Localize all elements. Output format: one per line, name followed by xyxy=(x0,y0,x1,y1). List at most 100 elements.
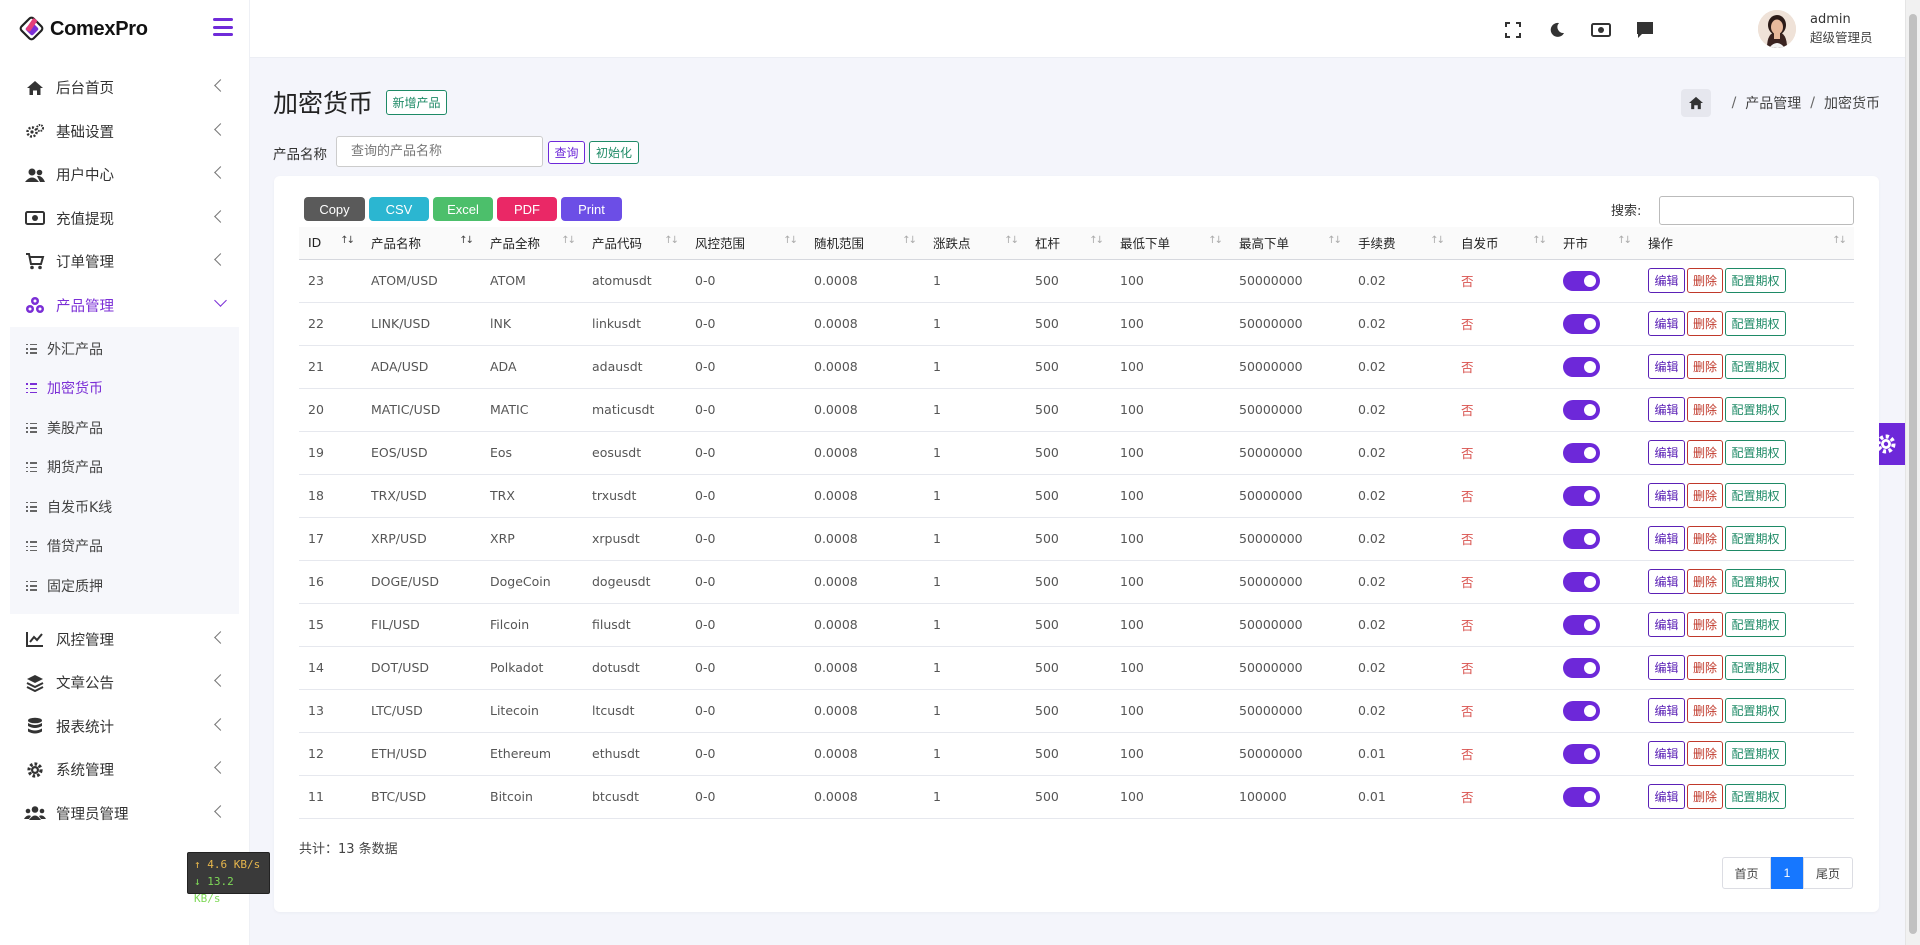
delete-button[interactable]: 删除 xyxy=(1687,569,1723,594)
sidebar-subitem-futures[interactable]: 期货产品 xyxy=(10,448,239,488)
sidebar-item-home[interactable]: 后台首页 xyxy=(10,66,239,110)
pdf-button[interactable]: PDF xyxy=(497,197,557,221)
open-market-toggle[interactable] xyxy=(1563,786,1600,807)
configure-options-button[interactable]: 配置期权 xyxy=(1725,612,1786,637)
delete-button[interactable]: 删除 xyxy=(1687,784,1723,809)
open-market-toggle[interactable] xyxy=(1563,485,1600,506)
page-scrollbar[interactable] xyxy=(1905,0,1920,945)
open-market-toggle[interactable] xyxy=(1563,442,1600,463)
open-market-toggle[interactable] xyxy=(1563,313,1600,334)
first-page-button[interactable]: 首页 xyxy=(1722,857,1771,889)
sidebar-item-products[interactable]: 产品管理 xyxy=(10,284,239,328)
open-market-toggle[interactable] xyxy=(1563,356,1600,377)
column-header[interactable]: 杠杆 ↑↓ xyxy=(1026,227,1111,260)
dark-mode-moon-icon[interactable] xyxy=(1547,20,1567,40)
sidebar-item-system[interactable]: 系统管理 xyxy=(10,748,239,792)
column-header[interactable]: 开市 ↑↓ xyxy=(1554,227,1639,260)
column-header[interactable]: 手续费 ↑↓ xyxy=(1349,227,1452,260)
configure-options-button[interactable]: 配置期权 xyxy=(1725,784,1786,809)
delete-button[interactable]: 删除 xyxy=(1687,397,1723,422)
money-bill-icon[interactable] xyxy=(1591,20,1611,40)
message-icon[interactable] xyxy=(1635,20,1655,40)
column-header[interactable]: 随机范围 ↑↓ xyxy=(805,227,924,260)
delete-button[interactable]: 删除 xyxy=(1687,483,1723,508)
current-page-button[interactable]: 1 xyxy=(1771,857,1803,889)
edit-button[interactable]: 编辑 xyxy=(1648,612,1685,637)
column-header[interactable]: 操作 ↑↓ xyxy=(1639,227,1854,260)
configure-options-button[interactable]: 配置期权 xyxy=(1725,268,1786,293)
sidebar-subitem-staking[interactable]: 固定质押 xyxy=(10,566,239,606)
edit-button[interactable]: 编辑 xyxy=(1648,311,1685,336)
sidebar-item-user-center[interactable]: 用户中心 xyxy=(10,153,239,197)
column-header[interactable]: 自发币 ↑↓ xyxy=(1452,227,1554,260)
delete-button[interactable]: 删除 xyxy=(1687,741,1723,766)
sidebar-subitem-crypto[interactable]: 加密货币 xyxy=(10,369,239,409)
configure-options-button[interactable]: 配置期权 xyxy=(1725,440,1786,465)
breadcrumb-home[interactable] xyxy=(1680,89,1711,117)
configure-options-button[interactable]: 配置期权 xyxy=(1725,655,1786,680)
csv-button[interactable]: CSV xyxy=(369,197,429,221)
sidebar-item-basic-settings[interactable]: 基础设置 xyxy=(10,110,239,154)
configure-options-button[interactable]: 配置期权 xyxy=(1725,526,1786,551)
edit-button[interactable]: 编辑 xyxy=(1648,483,1685,508)
edit-button[interactable]: 编辑 xyxy=(1648,526,1685,551)
column-header[interactable]: 最低下单 ↑↓ xyxy=(1111,227,1230,260)
query-button[interactable]: 查询 xyxy=(548,141,585,164)
open-market-toggle[interactable] xyxy=(1563,528,1600,549)
edit-button[interactable]: 编辑 xyxy=(1648,655,1685,680)
sidebar-item-recharge[interactable]: 充值提现 xyxy=(10,197,239,241)
open-market-toggle[interactable] xyxy=(1563,614,1600,635)
menu-toggle-button[interactable] xyxy=(213,18,233,36)
sidebar-subitem-self-coin-kline[interactable]: 自发币K线 xyxy=(10,487,239,527)
edit-button[interactable]: 编辑 xyxy=(1648,698,1685,723)
delete-button[interactable]: 删除 xyxy=(1687,612,1723,637)
sidebar-subitem-forex[interactable]: 外汇产品 xyxy=(10,329,239,369)
table-search-input[interactable] xyxy=(1659,196,1854,225)
sidebar-item-articles[interactable]: 文章公告 xyxy=(10,661,239,705)
sidebar-subitem-loans[interactable]: 借贷产品 xyxy=(10,527,239,567)
open-market-toggle[interactable] xyxy=(1563,700,1600,721)
open-market-toggle[interactable] xyxy=(1563,657,1600,678)
add-product-button[interactable]: 新增产品 xyxy=(386,90,447,115)
delete-button[interactable]: 删除 xyxy=(1687,698,1723,723)
edit-button[interactable]: 编辑 xyxy=(1648,354,1685,379)
sidebar-item-reports[interactable]: 报表统计 xyxy=(10,705,239,749)
edit-button[interactable]: 编辑 xyxy=(1648,741,1685,766)
configure-options-button[interactable]: 配置期权 xyxy=(1725,311,1786,336)
excel-button[interactable]: Excel xyxy=(433,197,493,221)
open-market-toggle[interactable] xyxy=(1563,270,1600,291)
configure-options-button[interactable]: 配置期权 xyxy=(1725,741,1786,766)
sidebar-item-admins[interactable]: 管理员管理 xyxy=(10,792,239,836)
delete-button[interactable]: 删除 xyxy=(1687,311,1723,336)
column-header[interactable]: 涨跌点 ↑↓ xyxy=(924,227,1026,260)
reset-button[interactable]: 初始化 xyxy=(589,141,639,164)
configure-options-button[interactable]: 配置期权 xyxy=(1725,483,1786,508)
delete-button[interactable]: 删除 xyxy=(1687,440,1723,465)
configure-options-button[interactable]: 配置期权 xyxy=(1725,397,1786,422)
edit-button[interactable]: 编辑 xyxy=(1648,268,1685,293)
delete-button[interactable]: 删除 xyxy=(1687,354,1723,379)
edit-button[interactable]: 编辑 xyxy=(1648,784,1685,809)
print-button[interactable]: Print xyxy=(561,197,622,221)
edit-button[interactable]: 编辑 xyxy=(1648,569,1685,594)
column-header[interactable]: ID ↑↓ xyxy=(299,227,362,260)
column-header[interactable]: 风控范围 ↑↓ xyxy=(686,227,805,260)
sidebar-item-orders[interactable]: 订单管理 xyxy=(10,240,239,284)
configure-options-button[interactable]: 配置期权 xyxy=(1725,698,1786,723)
configure-options-button[interactable]: 配置期权 xyxy=(1725,354,1786,379)
column-header[interactable]: 产品代码 ↑↓ xyxy=(583,227,686,260)
breadcrumb-item[interactable]: 产品管理 xyxy=(1745,96,1802,112)
delete-button[interactable]: 删除 xyxy=(1687,655,1723,680)
configure-options-button[interactable]: 配置期权 xyxy=(1725,569,1786,594)
sidebar-item-risk[interactable]: 风控管理 xyxy=(10,618,239,662)
open-market-toggle[interactable] xyxy=(1563,399,1600,420)
user-menu[interactable]: admin 超级管理员 xyxy=(1758,10,1873,48)
delete-button[interactable]: 删除 xyxy=(1687,268,1723,293)
last-page-button[interactable]: 尾页 xyxy=(1803,857,1853,889)
fullscreen-icon[interactable] xyxy=(1503,20,1523,40)
column-header[interactable]: 产品全称 ↑↓ xyxy=(481,227,583,260)
open-market-toggle[interactable] xyxy=(1563,743,1600,764)
delete-button[interactable]: 删除 xyxy=(1687,526,1723,551)
column-header[interactable]: 产品名称 ↑↓ xyxy=(362,227,481,260)
copy-button[interactable]: Copy xyxy=(304,197,365,221)
